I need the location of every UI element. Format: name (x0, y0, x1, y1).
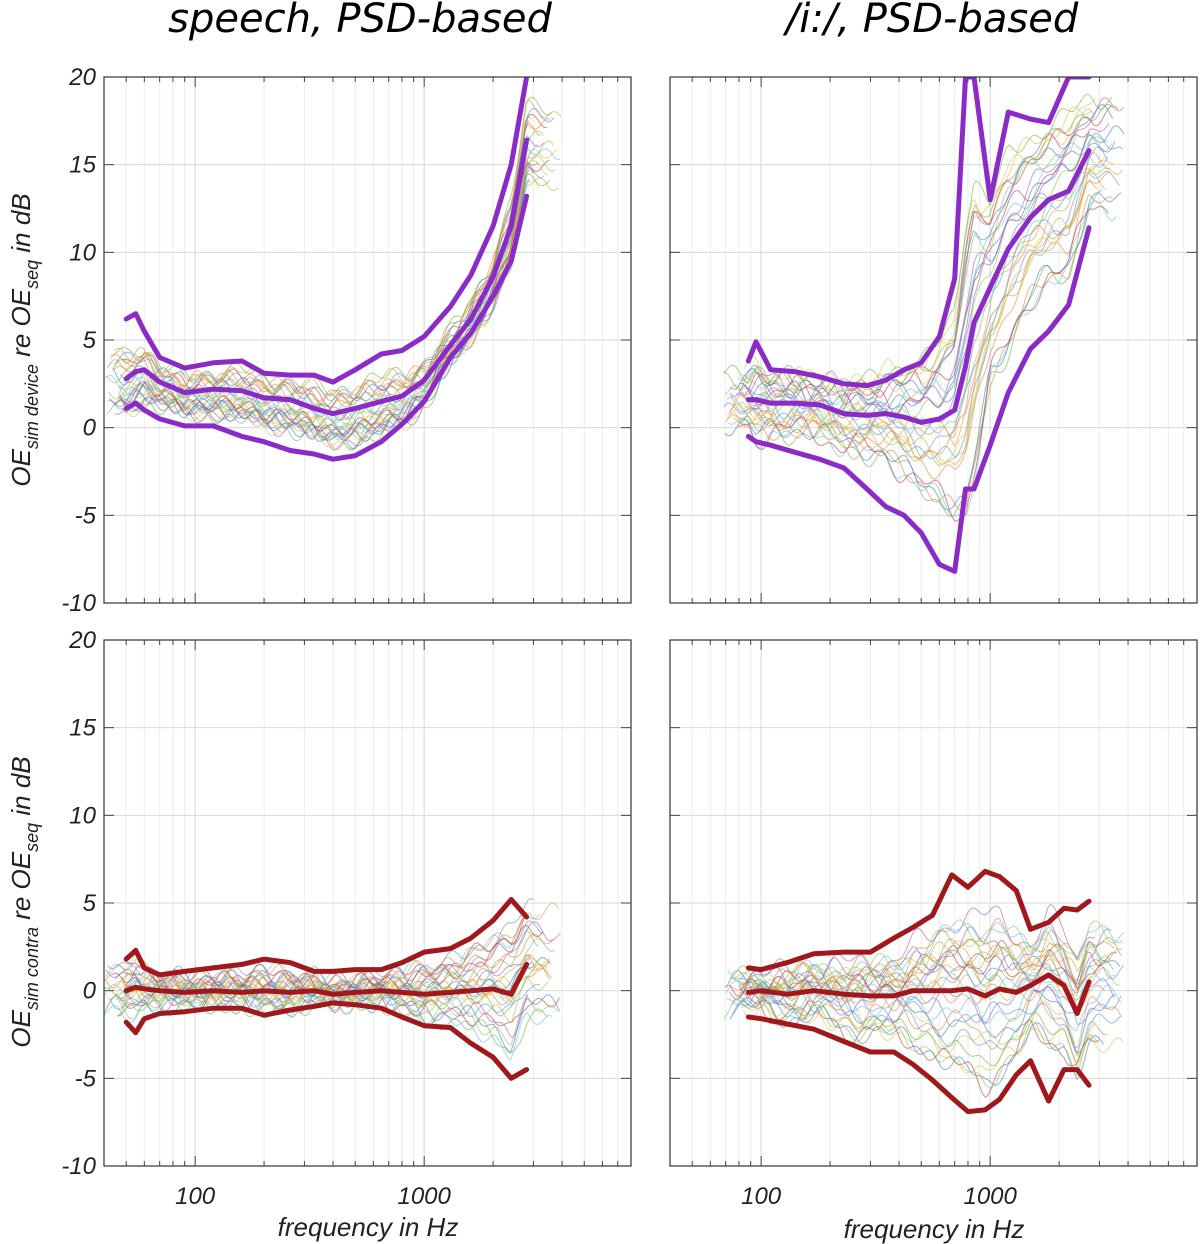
individual-curve (739, 123, 1110, 417)
individual-curve (723, 955, 1111, 1000)
individual-curve (740, 981, 1116, 1054)
plot-lines (104, 897, 561, 1081)
x-tick-label: 1000 (397, 1183, 451, 1210)
individual-curve (122, 173, 540, 451)
y-tick-label: -10 (61, 590, 96, 617)
series-upper (123, 77, 530, 385)
y-tick-label: 5 (83, 327, 97, 354)
panel-0: 20 15 10 5 0 -5 -10 (61, 64, 632, 617)
individual-curve (726, 165, 1098, 463)
y-tick-label: 15 (69, 715, 96, 742)
panel-2: 20 15 10 5 0 -5 -10 100 1000 (61, 627, 632, 1210)
individual-curve (729, 949, 1102, 997)
x-tick-label: 100 (741, 1183, 782, 1210)
individual-curve (741, 966, 1120, 1012)
individual-curve (117, 993, 548, 1054)
individual-curve (104, 902, 560, 991)
series-median (123, 961, 530, 997)
plot-lines (723, 868, 1125, 1115)
individual-curve (734, 179, 1098, 467)
y-tick-label: 0 (83, 978, 97, 1005)
individual-curve (725, 152, 1111, 460)
y-tick-label: -10 (61, 1153, 96, 1180)
series-lower (123, 193, 530, 462)
xlabel-left: frequency in Hz (278, 1212, 459, 1242)
grid (669, 76, 1198, 604)
individual-curve (122, 953, 551, 1006)
series-upper (123, 897, 530, 978)
plot-lines (723, 77, 1125, 574)
y-tick-label: 0 (83, 415, 97, 442)
y-tick-label: 15 (69, 152, 96, 179)
xlabel-right: frequency in Hz (844, 1214, 1025, 1244)
individual-curve (729, 103, 1114, 405)
individual-curve (744, 903, 1096, 990)
individual-curve (743, 1002, 1124, 1074)
plot-frame (103, 639, 632, 1167)
individual-curve (726, 169, 1108, 465)
series-lower (123, 1000, 530, 1081)
individual-curve (104, 933, 554, 998)
y-tick-label: 20 (68, 64, 96, 91)
plot-frame (669, 76, 1198, 604)
y-tick-label: 10 (69, 239, 96, 266)
individual-curve (114, 169, 530, 450)
individual-curve (744, 105, 1119, 398)
individual-curve (732, 941, 1088, 998)
panel-3: 100 1000 (669, 639, 1198, 1210)
ylabel-bottom: OEsim contra re OEseq in dB (6, 756, 42, 1047)
series-upper (745, 77, 1092, 389)
individual-curve (731, 996, 1108, 1067)
plot-frame (669, 639, 1198, 1167)
series-lower (745, 1014, 1092, 1115)
individual-curve (723, 999, 1099, 1089)
series-upper (745, 868, 1092, 973)
y-tick-label: 5 (83, 890, 97, 917)
grid (103, 639, 632, 1167)
panel-1 (669, 76, 1198, 604)
individual-curve (110, 114, 532, 402)
individual-curve (738, 108, 1095, 412)
y-tick-label: 10 (69, 802, 96, 829)
individual-curve (737, 205, 1109, 522)
ylabel-top: OEsim device re OEseq in dB (6, 193, 42, 486)
x-tick-label: 1000 (963, 1183, 1017, 1210)
x-tick-label: 100 (175, 1183, 216, 1210)
plot-lines (104, 77, 562, 462)
series-median (745, 972, 1092, 1016)
series-median (745, 148, 1092, 425)
y-tick-label: -5 (75, 502, 97, 529)
y-tick-label: -5 (75, 1065, 97, 1092)
individual-curve (738, 958, 1124, 1000)
y-tick-label: 20 (68, 627, 96, 654)
col-title-right: /i:/, PSD-based (783, 0, 1079, 42)
individual-curve (124, 962, 533, 1000)
col-title-left: speech, PSD-based (168, 0, 552, 42)
individual-curve (744, 136, 1108, 416)
individual-curve (107, 154, 556, 435)
panels: 20 15 10 5 0 -5 -10 20 15 10 5 0 -5 -10 100 1000 100 1000 (61, 64, 1198, 1210)
plot-frame (103, 76, 632, 604)
individual-curve (729, 919, 1125, 989)
series-lower (745, 225, 1092, 574)
individual-curve (729, 999, 1104, 1086)
series-median (123, 137, 530, 417)
grid (103, 76, 632, 604)
